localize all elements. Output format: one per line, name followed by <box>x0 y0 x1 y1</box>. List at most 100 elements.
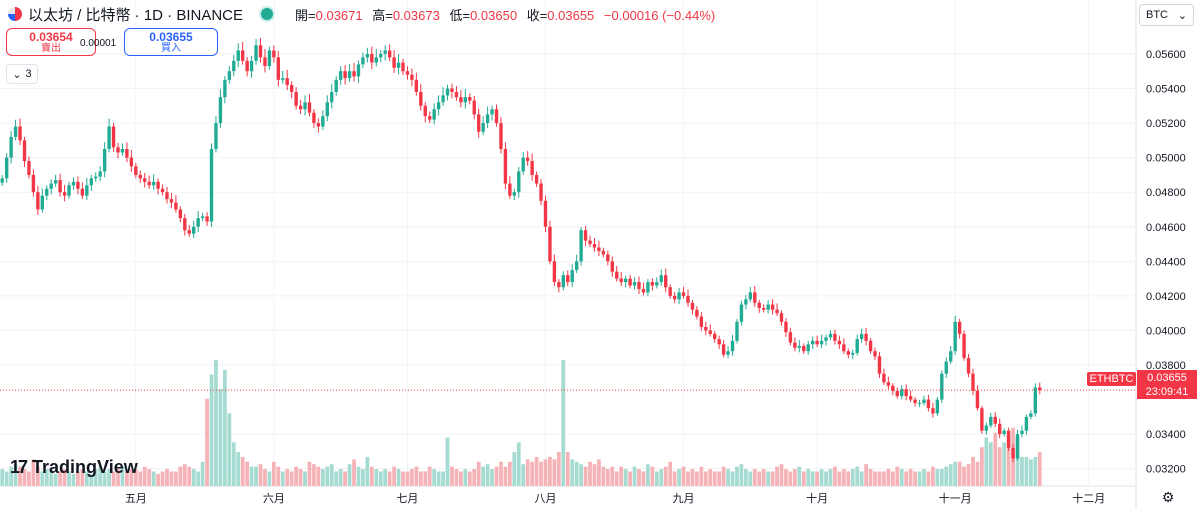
candle-body <box>490 109 494 115</box>
candle-body <box>392 57 396 68</box>
candle-body <box>143 178 147 182</box>
candle-body <box>303 102 307 110</box>
currency-select[interactable]: BTC ⌄ <box>1139 4 1194 26</box>
volume-bar <box>1015 437 1020 486</box>
candle-body <box>183 218 187 231</box>
candle-body <box>53 180 58 184</box>
candle-body <box>67 185 71 196</box>
volume-bar <box>387 471 392 486</box>
volume-bar <box>739 464 744 486</box>
volume-bar <box>530 461 535 486</box>
candle-body <box>650 282 655 286</box>
candle-body <box>178 209 183 219</box>
candle-body <box>45 188 49 196</box>
candle-body <box>966 358 971 374</box>
volume-bar <box>454 469 459 486</box>
candle-body <box>468 97 472 101</box>
open-label: 開= <box>295 7 316 23</box>
candle-body <box>623 278 628 283</box>
volume-bar <box>258 464 263 486</box>
symbol-title[interactable]: 以太坊 / 比特幣 · 1D · BINANCE <box>28 6 244 24</box>
volume-bar <box>22 469 27 486</box>
candle-body <box>98 171 102 177</box>
close-label: 收= <box>526 7 548 23</box>
close-value: 0.03655 <box>547 7 595 23</box>
volume-bar <box>365 456 370 486</box>
volume-bar <box>993 432 998 486</box>
candle-body <box>485 114 490 124</box>
candle-body <box>597 247 601 251</box>
price-tick-label: 0.05600 <box>1146 49 1186 61</box>
candle-body <box>1002 430 1006 435</box>
candle-body <box>837 340 842 345</box>
volume-bar <box>503 466 508 486</box>
volume-bar <box>717 471 722 486</box>
volume-bar <box>383 469 388 486</box>
candle-body <box>294 91 298 106</box>
volume-bars <box>0 360 1042 486</box>
tradingview-logo[interactable]: 17 TradingView <box>10 454 138 480</box>
ohlc-values: 開=0.03671 高=0.03673 低=0.03650 收=0.03655 … <box>295 5 715 24</box>
buy-button[interactable]: 0.03655 買入 <box>124 28 218 56</box>
volume-bar <box>320 469 325 486</box>
volume-bar <box>218 389 223 486</box>
candle-body <box>387 50 392 58</box>
volume-bar <box>810 471 815 486</box>
volume-bar <box>27 471 31 486</box>
indicators-toggle-button[interactable]: ⌄ 3 <box>6 64 38 84</box>
volume-bar <box>120 466 125 486</box>
volume-bar <box>565 452 570 486</box>
volume-bar <box>997 447 1002 486</box>
candle-body <box>846 351 850 355</box>
volume-bar <box>133 469 138 486</box>
volume-bar <box>926 471 931 486</box>
volume-bar <box>4 471 9 486</box>
spread-value: 0.00001 <box>80 38 117 49</box>
candle-body <box>227 71 232 80</box>
volume-bar <box>797 466 802 486</box>
candle-body <box>196 218 200 227</box>
candle-body <box>717 339 721 345</box>
candle-body <box>1038 387 1042 391</box>
price-tick-label: 0.04200 <box>1146 291 1186 303</box>
time-axis-ticks[interactable]: 五月 六月 七月 八月 九月 十月 十一月 十二月 <box>125 491 1105 505</box>
candle-body <box>116 147 120 153</box>
volume-bar <box>971 456 975 486</box>
volume-bar <box>49 471 54 486</box>
candle-body <box>111 126 116 148</box>
candle-body <box>944 361 948 374</box>
sell-label: 賣出 <box>41 43 61 54</box>
volume-bar <box>67 471 71 486</box>
candle-body <box>904 389 908 397</box>
candle-body <box>548 226 552 262</box>
candle-body <box>998 423 1002 435</box>
candle-body <box>588 240 592 245</box>
price-axis-ticks[interactable]: 0.05600 0.05400 0.05200 0.05000 0.04800 0.046… <box>1146 49 1186 476</box>
volume-bar <box>966 464 971 486</box>
volume-bar <box>516 442 521 486</box>
candle-body <box>338 71 343 80</box>
candle-body <box>445 88 450 96</box>
volume-bar <box>423 471 428 486</box>
volume-bar <box>267 471 272 486</box>
sell-button[interactable]: 0.03654 賣出 <box>6 28 96 56</box>
candle-body <box>138 174 142 179</box>
symbol-logo-icon[interactable] <box>8 7 22 21</box>
volume-bar <box>196 471 201 486</box>
volume-bar <box>369 466 374 486</box>
candle-body <box>18 126 22 141</box>
candle-body <box>744 299 748 305</box>
candle-body <box>775 309 779 314</box>
volume-bar <box>801 471 806 486</box>
candle-body <box>797 346 802 348</box>
candle-body <box>779 313 784 322</box>
candle-body <box>713 333 717 340</box>
volume-bar <box>882 471 886 486</box>
candle-body <box>245 60 249 72</box>
candle-body <box>512 192 517 196</box>
candle-body <box>236 50 240 61</box>
volume-bar <box>873 471 877 486</box>
gear-icon[interactable]: ⚙ <box>1161 489 1175 505</box>
